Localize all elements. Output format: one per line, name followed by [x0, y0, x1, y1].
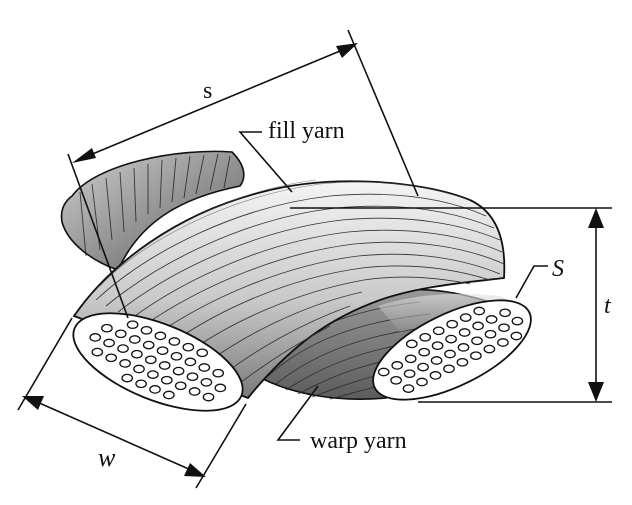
fiber-end — [402, 384, 415, 393]
fiber-end — [172, 366, 185, 376]
fiber-end — [140, 325, 153, 335]
fiber-end — [202, 392, 215, 402]
fiber-end — [459, 313, 472, 322]
warp-yarn-leader — [276, 385, 319, 441]
fiber-end — [377, 367, 390, 377]
fiber-end — [390, 375, 402, 385]
pitch-label: s — [203, 78, 212, 104]
fiber-end — [445, 334, 457, 344]
fiber-end — [198, 363, 211, 372]
fiber-end — [511, 316, 524, 326]
fiber-end — [471, 336, 483, 346]
fiber-end — [184, 357, 197, 367]
fiber-end — [156, 346, 169, 356]
fiber-end — [418, 347, 431, 357]
cross-section-leader — [515, 265, 548, 299]
fiber-end — [154, 331, 167, 341]
fiber-end — [432, 326, 445, 336]
fiber-end — [186, 372, 199, 382]
fiber-end — [484, 329, 497, 339]
fiber-end — [105, 353, 118, 363]
fiber-end — [485, 315, 498, 324]
fiber-end — [403, 369, 416, 379]
fiber-end — [188, 387, 201, 396]
fiber-end — [431, 341, 444, 351]
fiber-end — [443, 364, 455, 374]
fiber-end — [101, 323, 113, 333]
fiber-end — [430, 356, 443, 365]
width-label: w — [98, 443, 116, 472]
fiber-end — [142, 340, 155, 350]
fiber-end — [473, 306, 486, 316]
fiber-end — [135, 379, 147, 389]
fill-yarn-cross-section — [72, 312, 244, 412]
fiber-end — [196, 348, 209, 358]
fiber-end — [131, 349, 143, 359]
fiber-end — [91, 347, 104, 357]
fiber-end — [498, 323, 510, 333]
fiber-end — [170, 351, 183, 361]
fiber-end — [168, 337, 181, 346]
fiber-end — [160, 375, 173, 385]
thickness-label: t — [604, 293, 612, 319]
fiber-end — [510, 331, 523, 341]
pitch-dimension — [67, 29, 419, 319]
width-dimension — [17, 317, 247, 489]
fiber-end — [456, 357, 469, 367]
fiber-end — [416, 377, 428, 387]
fiber-end — [446, 319, 459, 329]
fiber-end — [158, 361, 171, 370]
fiber-end — [126, 320, 139, 330]
fiber-end — [133, 364, 145, 374]
warp-yarn-cross-section — [372, 299, 532, 401]
fiber-end — [470, 351, 482, 361]
fiber-end — [212, 368, 225, 378]
fiber-end — [497, 338, 509, 347]
fiber-end — [429, 371, 442, 380]
fiber-end — [417, 362, 429, 372]
fiber-end — [391, 361, 404, 370]
fiber-end — [117, 344, 129, 353]
fiber-end — [458, 328, 471, 337]
fiber-end — [103, 338, 115, 348]
fiber-end — [128, 335, 141, 344]
fiber-end — [483, 344, 496, 354]
fiber-end — [121, 373, 134, 383]
fiber-end — [114, 329, 127, 339]
fiber-end — [174, 381, 187, 391]
cross-section-area-label: S — [552, 256, 564, 282]
fiber-end — [499, 308, 511, 318]
fiber-end — [147, 370, 159, 379]
fiber-end — [405, 339, 418, 349]
fiber-end — [472, 321, 484, 331]
fiber-end — [149, 385, 161, 394]
fiber-end — [457, 343, 470, 352]
fill-yarn-leader — [238, 131, 293, 193]
fiber-end — [200, 377, 213, 387]
fiber-end — [163, 390, 175, 400]
fiber-end — [182, 342, 195, 352]
warp-yarn-back — [60, 150, 245, 271]
fiber-end — [444, 349, 456, 359]
fill-yarn-label: fill yarn — [268, 118, 345, 144]
fiber-end — [89, 333, 102, 342]
thickness-dimension — [290, 207, 612, 403]
fiber-end — [119, 359, 131, 368]
fiber-end — [419, 332, 432, 342]
fiber-end — [214, 383, 227, 393]
fiber-end — [404, 354, 417, 364]
fiber-end — [144, 355, 157, 365]
warp-yarn-label: warp yarn — [310, 428, 407, 454]
